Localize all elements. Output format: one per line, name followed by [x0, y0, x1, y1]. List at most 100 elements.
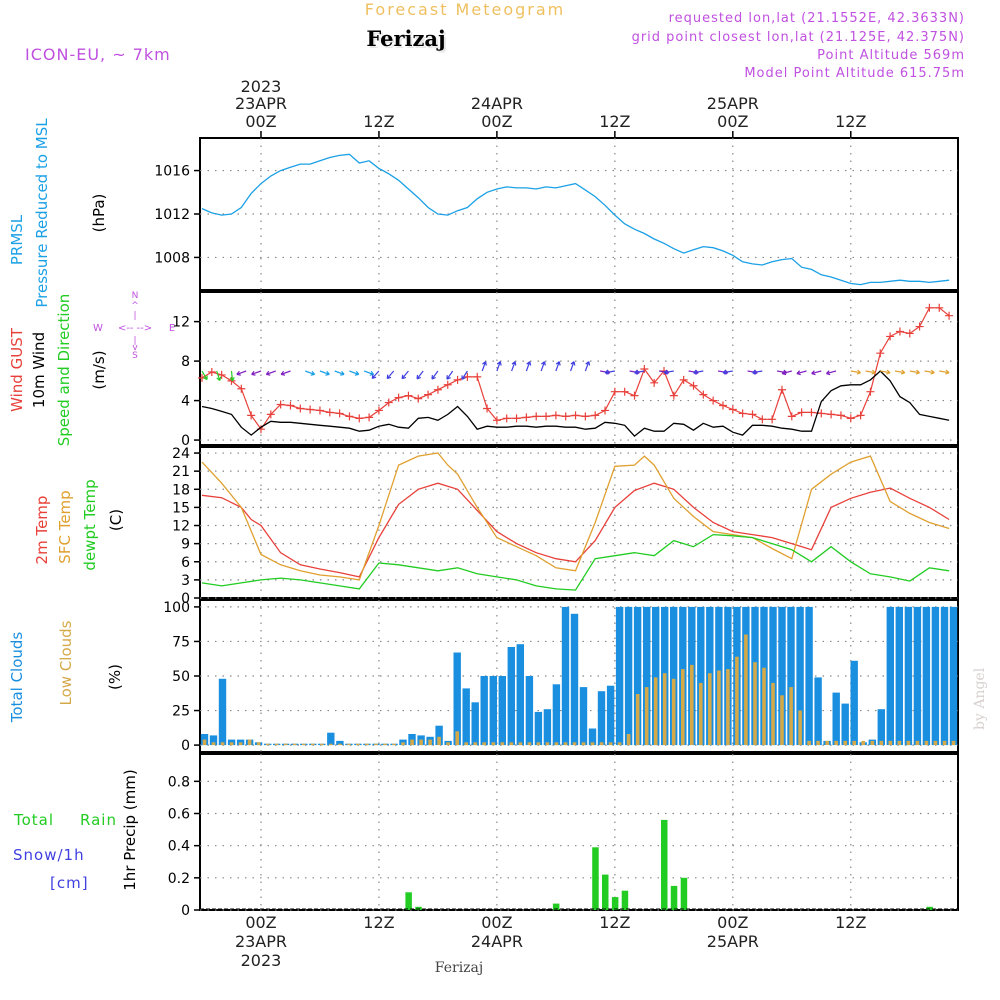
- low-clouds-bar: [690, 664, 694, 745]
- gust-marker: [709, 396, 718, 405]
- y-tick-label: 0.6: [168, 807, 190, 823]
- svg-text:|: |: [133, 336, 136, 346]
- total-label: Total: [13, 811, 54, 829]
- bottom-date-label: 24APR: [471, 932, 523, 951]
- low-clouds-bar: [482, 742, 486, 746]
- total-clouds-bar: [940, 606, 949, 746]
- panel-frame: [199, 291, 959, 446]
- low-clouds-bar: [283, 743, 288, 746]
- gust-marker: [424, 390, 433, 399]
- low-clouds-bar: [563, 742, 568, 746]
- total-clouds-bar: [778, 606, 786, 746]
- wind-direction-arrow: [939, 369, 950, 375]
- gust-marker: [492, 416, 501, 425]
- y-tick-label: 1012: [154, 207, 190, 223]
- total-clouds-bar: [877, 709, 885, 746]
- gust-marker: [876, 349, 885, 358]
- gust-marker: [689, 381, 698, 390]
- low-clouds-bar: [256, 742, 261, 746]
- dewpt-line: [201, 533, 950, 591]
- rain-bar: [592, 847, 599, 910]
- gust-marker: [748, 410, 757, 419]
- gust-marker: [817, 409, 826, 418]
- low-clouds-bar: [708, 673, 712, 746]
- wind-direction-arrow: [496, 361, 502, 372]
- total-clouds-bar: [904, 606, 913, 746]
- total-clouds-bar: [462, 688, 470, 746]
- low-clouds-bar: [329, 743, 333, 746]
- bottom-hour-label: 12Z: [363, 913, 394, 932]
- wind10-label: 10m Wind: [30, 332, 48, 408]
- low-clouds-bar: [626, 734, 631, 746]
- total-clouds-bar: [597, 691, 606, 746]
- low-clouds-bar: [671, 678, 676, 746]
- gust-marker: [463, 372, 472, 381]
- wind-direction-arrow: [401, 370, 409, 380]
- low-clouds-bar: [518, 742, 523, 746]
- total-clouds-bar: [534, 711, 543, 746]
- gust-marker: [630, 391, 639, 400]
- y-tick-label: 12: [172, 519, 190, 535]
- low-clouds-bar: [428, 739, 432, 746]
- low-clouds-bar: [699, 682, 703, 746]
- low-clouds-bar: [726, 669, 730, 746]
- top-year-label: 2023: [241, 77, 282, 96]
- pressure-panel: 1008 1012 1016: [154, 137, 959, 291]
- total-clouds-bar: [841, 703, 849, 746]
- bottom-hour-label: 12Z: [835, 913, 866, 932]
- low-clouds-bar: [798, 710, 802, 745]
- low-clouds-bar: [581, 742, 586, 746]
- total-clouds-bar: [588, 728, 597, 746]
- total-clouds-bar: [435, 725, 443, 745]
- precip-labels: Total Rain Snow/1h [cm] 1hr Precip (mm): [13, 769, 139, 892]
- total-clouds-bar: [670, 606, 678, 746]
- low-clouds-bar: [635, 694, 640, 746]
- wind-direction-arrow: [386, 370, 395, 380]
- total-clouds-bar: [453, 652, 461, 746]
- gust-marker: [355, 414, 364, 423]
- total-clouds-bar: [769, 606, 777, 746]
- total-clouds-bar: [922, 606, 931, 746]
- low-clouds-bar: [599, 742, 604, 746]
- wind-direction-arrow: [216, 370, 222, 381]
- wind-direction-arrow: [481, 361, 487, 372]
- gust-marker: [601, 406, 610, 415]
- total-clouds-bar: [471, 702, 479, 746]
- gust-marker: [807, 408, 816, 417]
- total-clouds-bar: [552, 684, 561, 746]
- svg-text:^: ^: [131, 301, 139, 311]
- precip-panel: 0 0.2 0.4 0.6 0.8: [168, 753, 959, 919]
- gust-marker: [866, 387, 875, 396]
- rain-bar: [670, 885, 678, 910]
- low-clouds-bar: [942, 740, 947, 745]
- low-clouds-bar: [681, 669, 685, 746]
- total-clouds-bar: [218, 678, 227, 746]
- gust-marker: [365, 413, 374, 422]
- wind-dir-label: Speed and Direction: [55, 294, 73, 447]
- requested-coords: requested lon,lat (21.1552E, 42.3633N): [669, 11, 965, 26]
- wind-direction-arrow: [634, 369, 645, 375]
- gust-marker: [384, 398, 393, 407]
- low-clouds-bar: [753, 662, 757, 746]
- model-label: ICON-EU, ~ 7km: [25, 45, 171, 64]
- rain-bar: [661, 819, 668, 910]
- wind-direction-arrow: [811, 370, 822, 376]
- y-tick-label: 25: [172, 704, 190, 720]
- wind-direction-arrow: [722, 369, 733, 375]
- low-clouds-bar: [202, 739, 207, 746]
- gust-marker: [286, 401, 295, 410]
- low-clouds-bar: [735, 656, 739, 746]
- total-clouds-bar: [209, 735, 218, 746]
- low-clouds-bar: [554, 742, 559, 746]
- low-clouds-bar: [879, 740, 884, 745]
- wind-panel: 0 4 8 12: [172, 291, 959, 449]
- low-clouds-bar: [473, 742, 477, 746]
- gust-marker: [797, 408, 806, 417]
- wind-direction-arrow: [781, 370, 792, 376]
- cloud-unit-label: (%): [106, 664, 124, 690]
- low-clouds-bar: [653, 677, 658, 746]
- low-clouds-bar: [888, 740, 893, 745]
- wind-direction-arrow: [280, 370, 291, 376]
- rain-bar: [680, 877, 688, 910]
